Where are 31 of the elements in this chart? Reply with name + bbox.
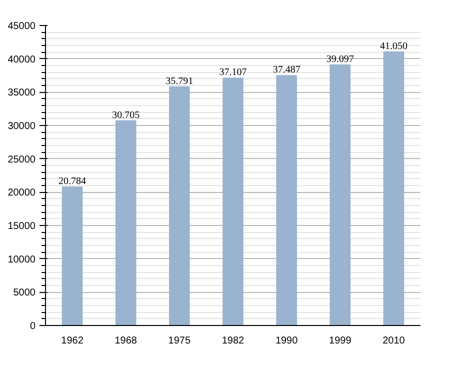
y-tick-label: 35000 (8, 88, 36, 99)
y-tick-label: 25000 (8, 154, 36, 166)
y-tick-label: 10000 (8, 254, 36, 266)
y-tick-label: 40000 (8, 54, 36, 66)
bar (383, 51, 404, 326)
y-tick-label: 20000 (8, 188, 36, 199)
y-tick-label: 5000 (13, 288, 36, 299)
x-tick-label: 2010 (382, 336, 406, 346)
bar (115, 120, 136, 326)
bar (169, 86, 190, 326)
bar (222, 78, 244, 326)
x-tick-label: 1982 (222, 336, 245, 346)
x-tick-label: 1962 (61, 336, 84, 346)
data-label: 37.107 (219, 67, 247, 78)
data-label: 37.487 (272, 64, 300, 76)
data-label: 30.705 (112, 110, 140, 121)
data-label: 20.784 (58, 176, 86, 187)
y-tick-label: 45000 (8, 21, 36, 32)
y-tick-label: 30000 (8, 121, 36, 132)
data-label: 39.097 (326, 54, 354, 65)
y-tick-label: 15000 (8, 221, 36, 232)
bar (276, 75, 297, 326)
x-tick-label: 1968 (114, 336, 138, 346)
x-tick-label: 1990 (275, 336, 298, 346)
bar (330, 64, 351, 326)
data-label: 41.050 (380, 40, 408, 52)
x-tick-label: 1975 (168, 336, 191, 346)
data-label: 35.791 (166, 76, 194, 87)
bar (62, 186, 83, 326)
y-tick-label: 0 (30, 321, 36, 332)
x-tick-label: 1999 (329, 336, 352, 346)
